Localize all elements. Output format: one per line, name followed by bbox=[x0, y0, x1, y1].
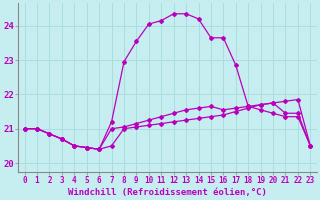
X-axis label: Windchill (Refroidissement éolien,°C): Windchill (Refroidissement éolien,°C) bbox=[68, 188, 267, 197]
